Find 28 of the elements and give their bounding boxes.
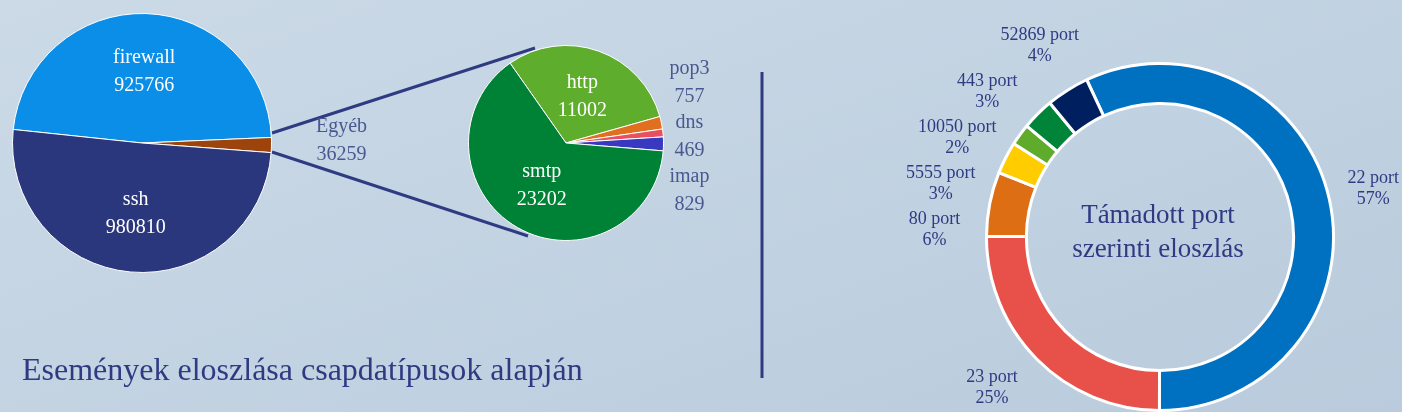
slice-label: http <box>566 70 598 94</box>
data-label: 6% <box>922 229 947 250</box>
data-label: 11002 <box>557 98 607 121</box>
data-label: 829 <box>674 192 705 215</box>
data-label: 25% <box>975 386 1009 407</box>
slice-label: firewall <box>113 45 176 68</box>
data-label: 4% <box>1027 45 1052 66</box>
slice-label: 443 port <box>956 70 1018 91</box>
data-label: 3% <box>928 183 953 204</box>
text: Támadott port szerinti eloszlás <box>1071 198 1245 265</box>
data-label: 925766 <box>114 73 175 96</box>
data-label: 469 <box>674 138 705 161</box>
data-label: 2% <box>945 137 970 158</box>
slice-label: 22 port <box>1347 166 1399 187</box>
slice-label: imap <box>669 164 710 188</box>
slice-label: pop3 <box>669 56 710 80</box>
data-label: 980810 <box>105 215 166 238</box>
slice-label: 80 port <box>908 208 961 229</box>
slice-label: 23 port <box>966 365 1018 386</box>
data-label: 757 <box>674 84 705 107</box>
text: Események eloszlása csapdatípusok alapján <box>22 351 583 388</box>
slice-label: dns <box>675 110 704 133</box>
slice-label: ssh <box>122 187 149 210</box>
data-label: 3% <box>975 91 1000 112</box>
slice-label: 52869 port <box>1000 24 1080 45</box>
slice-label: 10050 port <box>918 116 997 137</box>
slice-label: 5555 port <box>906 162 976 183</box>
data-label: 57% <box>1356 187 1390 208</box>
